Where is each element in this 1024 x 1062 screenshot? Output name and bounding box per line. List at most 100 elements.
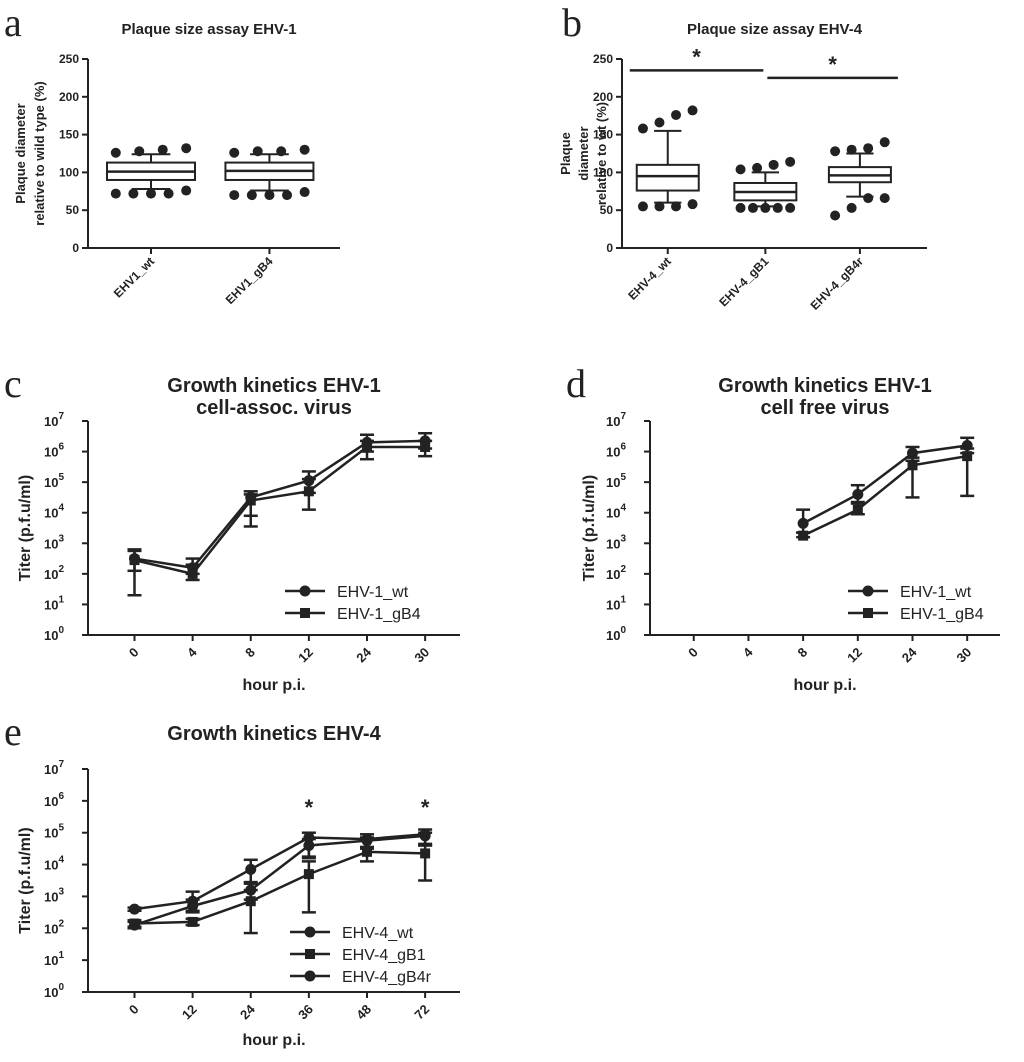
legend-label: EHV-1_wt — [900, 584, 972, 601]
data-point — [245, 495, 256, 506]
outlier-point — [229, 190, 240, 201]
y-tick-label: 106 — [44, 791, 64, 809]
outlier-point — [830, 210, 841, 221]
x-tick-label: 24 — [237, 1001, 258, 1022]
outlier-point — [110, 147, 121, 158]
x-tick-label: 0 — [126, 645, 142, 661]
x-tick-label: 48 — [353, 1002, 374, 1023]
outlier-point — [637, 201, 648, 212]
y-tick-label: 50 — [66, 203, 80, 217]
outlier-point — [299, 187, 310, 198]
y-tick-label: 100 — [44, 625, 64, 643]
y-tick-exponent: 4 — [58, 503, 64, 514]
outlier-point — [181, 185, 192, 196]
y-tick-label: 103 — [606, 533, 626, 551]
data-point — [420, 848, 431, 859]
chart-title: Growth kinetics EHV-4 — [167, 723, 381, 745]
outlier-point — [687, 105, 698, 116]
x-tick-label: 4 — [184, 644, 200, 660]
x-axis-label: hour p.i. — [242, 677, 305, 694]
data-point — [304, 926, 316, 938]
y-tick-label: 150 — [59, 128, 79, 142]
y-tick-label: 50 — [600, 203, 614, 217]
chart-title: Growth kinetics EHV-1 — [718, 375, 931, 397]
y-tick-exponent: 1 — [620, 594, 626, 605]
data-point — [797, 517, 809, 529]
y-axis-label: diameter — [576, 126, 591, 180]
outlier-point — [768, 159, 779, 170]
outlier-point — [246, 190, 257, 201]
significance-star: * — [421, 795, 430, 820]
panel-letter-a: a — [4, 0, 22, 45]
outlier-point — [735, 202, 746, 213]
box-body — [635, 163, 700, 192]
legend-label: EHV-4_gB4r — [342, 969, 432, 986]
outlier-point — [747, 202, 758, 213]
y-tick-label: 200 — [593, 90, 613, 104]
panel-a: Plaque size assay EHV-1 Plaque diameter re… — [13, 21, 340, 307]
legend: EHV-1_wt EHV-1_gB4 — [285, 584, 421, 623]
outlier-point — [181, 143, 192, 154]
chart-title: cell-assoc. virus — [196, 397, 352, 419]
outlier-point — [879, 193, 890, 204]
outlier-point — [760, 202, 771, 213]
series-EHV-4_wt — [127, 828, 433, 915]
series-EHV-1_wt — [127, 431, 433, 576]
x-tick-label: EHV-4_gB4r — [808, 254, 867, 313]
outlier-point — [110, 188, 121, 199]
y-tick-label: 102 — [44, 564, 64, 582]
data-point — [419, 830, 431, 842]
y-tick-exponent: 2 — [58, 564, 64, 575]
y-tick-label: 150 — [593, 128, 613, 142]
x-tick-label: 30 — [953, 645, 974, 666]
x-tick-label: 12 — [295, 645, 316, 666]
y-tick-label: 101 — [606, 594, 626, 612]
data-point — [245, 863, 257, 875]
series-EHV-4_gB4r — [127, 830, 433, 931]
y-tick-label: 250 — [593, 52, 613, 66]
y-tick-exponent: 0 — [58, 625, 64, 636]
panel-e: Growth kinetics EHV-4 Titer (p.f.u/ml) hou… — [17, 723, 460, 1049]
x-tick-label: 72 — [411, 1002, 432, 1023]
legend-label: EHV-1_gB4 — [337, 606, 421, 623]
data-point — [187, 568, 198, 579]
y-tick-exponent: 1 — [58, 950, 64, 961]
y-tick-exponent: 3 — [58, 886, 64, 897]
y-tick-label: 102 — [44, 918, 64, 936]
y-tick-label: 107 — [606, 411, 626, 429]
x-tick-label: 24 — [899, 644, 920, 665]
y-tick-exponent: 7 — [58, 759, 64, 770]
data-point — [129, 903, 140, 915]
y-tick-label: 104 — [44, 855, 64, 873]
series-line — [802, 444, 968, 525]
outlier-point — [752, 162, 763, 173]
legend: EHV-4_wt EHV-4_gB1 EHV-4_gB4r — [290, 925, 432, 986]
y-tick-label: 105 — [44, 472, 64, 490]
data-point — [129, 919, 140, 931]
outlier-point — [282, 190, 293, 201]
y-tick-exponent: 6 — [58, 791, 64, 802]
data-point — [303, 839, 315, 851]
series-line — [134, 445, 426, 576]
x-tick-label: EHV1_wt — [111, 254, 157, 300]
panel-letter-c: c — [4, 361, 22, 406]
series-line — [134, 834, 426, 927]
significance-star: * — [692, 44, 701, 69]
chart-title: Growth kinetics EHV-1 — [167, 375, 380, 397]
legend-label: EHV-4_gB1 — [342, 947, 426, 964]
outlier-point — [299, 144, 310, 155]
data-point — [303, 486, 314, 497]
outlier-point — [671, 109, 682, 120]
x-tick-label: 8 — [242, 645, 258, 661]
y-tick-exponent: 6 — [620, 442, 626, 453]
series-line — [134, 850, 426, 925]
data-point — [962, 451, 973, 462]
outlier-point — [863, 193, 874, 204]
y-tick-label: 100 — [606, 625, 626, 643]
x-tick-label: 24 — [353, 644, 374, 665]
y-tick-exponent: 2 — [58, 918, 64, 929]
y-tick-label: 102 — [606, 564, 626, 582]
y-axis-label: Titer (p.f.u/ml) — [581, 475, 598, 581]
x-tick-label: EHV1_gB4 — [223, 254, 276, 307]
